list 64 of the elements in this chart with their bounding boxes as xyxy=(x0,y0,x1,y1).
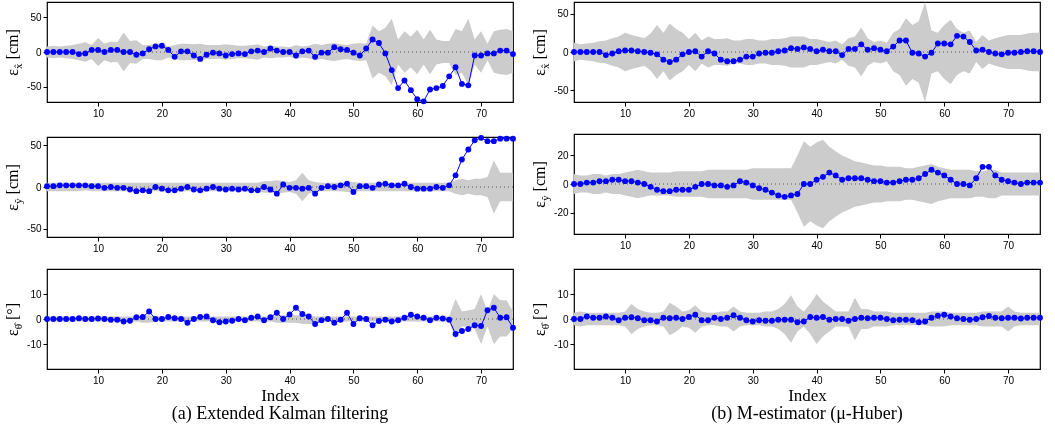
x-tick-label: 40 xyxy=(284,107,297,119)
x-tick-label: 40 xyxy=(811,239,824,251)
x-tick-label: 70 xyxy=(476,107,488,119)
x-tick-label: 50 xyxy=(348,374,360,386)
x-tick-label: 70 xyxy=(1003,374,1015,386)
x-tick-label: 60 xyxy=(939,239,951,251)
y-tick-label: -10 xyxy=(554,338,569,350)
x-axis-title: Index xyxy=(788,385,828,405)
y-tick-label: 10 xyxy=(557,288,569,300)
y-tick-label: 0 xyxy=(35,313,42,325)
x-tick-label: 40 xyxy=(284,242,297,254)
x-tick-label: 10 xyxy=(620,239,632,251)
x-tick-label: 40 xyxy=(811,107,824,119)
x-tick-label: 70 xyxy=(1003,239,1015,251)
y-tick-label: 50 xyxy=(30,11,42,23)
x-tick-label: 50 xyxy=(348,242,360,254)
text: (a) Extended Kalman filtering xyxy=(171,403,389,424)
x-tick-label: 20 xyxy=(156,242,169,254)
x-tick-label: 30 xyxy=(747,239,760,251)
x-tick-label: 30 xyxy=(220,107,233,119)
y-tick-label: 0 xyxy=(35,46,42,58)
text: (b) M-estimator (μ-Huber) xyxy=(711,403,903,424)
x-tick-label: 60 xyxy=(412,242,424,254)
y-tick-label: -10 xyxy=(27,338,42,350)
x-tick-label: 70 xyxy=(1003,107,1015,119)
x-tick-label: 20 xyxy=(683,107,696,119)
x-tick-label: 50 xyxy=(875,107,887,119)
x-tick-label: 30 xyxy=(220,242,233,254)
y-tick-label: 50 xyxy=(557,8,569,20)
x-tick-label: 20 xyxy=(683,239,696,251)
x-tick-label: 20 xyxy=(156,107,169,119)
x-tick-label: 50 xyxy=(875,239,887,251)
y-tick-label: 50 xyxy=(30,139,42,151)
x-tick-label: 60 xyxy=(939,107,951,119)
x-tick-label: 70 xyxy=(476,374,488,386)
y-tick-label: 0 xyxy=(35,181,42,193)
y-tick-label: 0 xyxy=(562,46,569,58)
x-tick-label: 50 xyxy=(875,374,887,386)
x-tick-label: 50 xyxy=(348,107,360,119)
y-tick-label: -20 xyxy=(554,207,569,219)
y-tick-label: -50 xyxy=(27,223,42,235)
x-tick-label: 10 xyxy=(93,107,105,119)
y-tick-label: 20 xyxy=(557,149,569,161)
y-tick-label: 10 xyxy=(30,288,42,300)
x-tick-label: 30 xyxy=(220,374,233,386)
x-tick-label: 40 xyxy=(811,374,824,386)
x-tick-label: 40 xyxy=(284,374,297,386)
x-tick-label: 70 xyxy=(476,242,488,254)
x-tick-label: 60 xyxy=(412,107,424,119)
y-tick-label: 0 xyxy=(562,313,569,325)
x-tick-label: 10 xyxy=(620,107,632,119)
x-tick-label: 10 xyxy=(93,242,105,254)
y-tick-label: -50 xyxy=(554,84,569,96)
x-tick-label: 20 xyxy=(156,374,169,386)
x-tick-label: 60 xyxy=(412,374,424,386)
y-tick-label: -50 xyxy=(27,81,42,93)
x-tick-label: 20 xyxy=(683,374,696,386)
y-tick-label: 0 xyxy=(562,178,569,190)
x-tick-label: 60 xyxy=(939,374,951,386)
x-axis-title: Index xyxy=(261,385,301,405)
x-tick-label: 10 xyxy=(93,374,105,386)
x-tick-label: 10 xyxy=(620,374,632,386)
x-tick-label: 30 xyxy=(747,374,760,386)
x-tick-label: 30 xyxy=(747,107,760,119)
